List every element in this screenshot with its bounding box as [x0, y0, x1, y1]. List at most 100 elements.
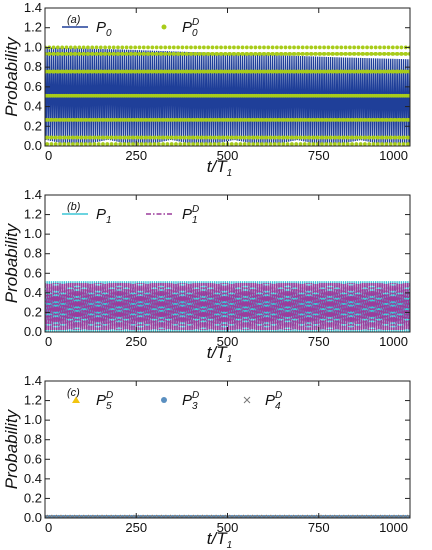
data-point [174, 135, 179, 140]
data-point [181, 69, 186, 74]
data-point [342, 117, 347, 122]
data-point [331, 52, 335, 56]
data-point [303, 135, 308, 140]
data-point [318, 52, 323, 56]
data-point [86, 52, 91, 56]
data-point [288, 69, 293, 74]
data-point [361, 52, 366, 56]
data-point [206, 69, 211, 74]
data-point [157, 117, 162, 122]
data-point [68, 45, 73, 50]
data-point [223, 52, 228, 56]
data-point [120, 52, 125, 56]
data-point [98, 45, 103, 50]
data-point [365, 45, 369, 50]
data-point [99, 52, 104, 56]
data-point [214, 45, 219, 50]
x-axis-label-main: t/T [207, 157, 228, 176]
data-point [144, 135, 149, 140]
data-point [71, 135, 76, 140]
data-point [335, 52, 340, 56]
data-point [131, 117, 136, 122]
data-point [301, 52, 305, 56]
data-point [290, 135, 295, 140]
data-point [138, 69, 143, 74]
x-axis-label-main: t/T [207, 343, 228, 362]
data-point [58, 117, 63, 122]
data-point [129, 69, 134, 74]
data-point [380, 142, 384, 146]
data-point [359, 135, 363, 140]
data-point [221, 135, 226, 140]
data-point [311, 142, 316, 146]
data-point [236, 52, 241, 56]
data-point [217, 117, 222, 122]
data-point [45, 117, 50, 122]
data-point [391, 52, 396, 56]
x-tick-label: 250 [125, 334, 147, 349]
data-point [350, 142, 354, 146]
data-point [281, 135, 286, 140]
data-point [55, 45, 60, 50]
data-point [266, 45, 271, 50]
data-point [189, 52, 194, 56]
data-point [354, 142, 359, 146]
data-point [149, 117, 153, 122]
data-point [296, 45, 301, 50]
data-point [53, 142, 58, 146]
data-point [212, 142, 217, 146]
data-point [159, 52, 164, 56]
legend-label: PD 5 [96, 390, 113, 412]
legend-label-sub: 4 [275, 401, 281, 412]
data-point [273, 135, 277, 140]
data-point [404, 52, 408, 56]
data-point [180, 45, 185, 50]
data-point [71, 142, 75, 146]
data-point [60, 69, 65, 74]
data-point [133, 45, 138, 50]
data-point [399, 52, 404, 56]
data-point [157, 135, 162, 140]
data-point [49, 135, 54, 140]
x-tick-label: 250 [125, 148, 147, 163]
data-point [262, 69, 267, 74]
data-point [105, 135, 110, 140]
data-point [148, 142, 153, 146]
data-point [380, 117, 385, 122]
data-point [309, 52, 314, 56]
data-point [314, 69, 319, 74]
data-point [361, 69, 366, 74]
data-point [163, 45, 168, 50]
data-point [196, 117, 201, 122]
data-point [298, 142, 303, 146]
data-point [56, 52, 61, 56]
data-point [221, 142, 226, 146]
x-tick-label: 1000 [379, 520, 408, 535]
data-point [296, 52, 301, 56]
data-point [388, 142, 393, 146]
data-point [107, 52, 112, 56]
data-point [135, 135, 140, 140]
data-point [179, 117, 183, 122]
data-point [407, 93, 410, 98]
data-point [288, 52, 293, 56]
data-point [73, 69, 78, 74]
y-axis-label: Probability [2, 36, 21, 117]
data-point [247, 135, 252, 140]
data-point [375, 142, 380, 146]
data-point [262, 52, 267, 56]
data-point [45, 135, 50, 140]
data-point [295, 117, 299, 122]
data-point [378, 69, 383, 74]
data-point [171, 45, 176, 50]
y-tick-label: 0.6 [24, 79, 42, 94]
data-point [69, 69, 74, 74]
data-point [247, 117, 252, 122]
data-point [52, 52, 56, 56]
data-point [88, 142, 92, 146]
data-point [198, 69, 203, 74]
data-point [367, 135, 372, 140]
data-point [107, 45, 112, 50]
legend: P1 PD 1 [62, 204, 199, 226]
data-point [112, 69, 117, 74]
